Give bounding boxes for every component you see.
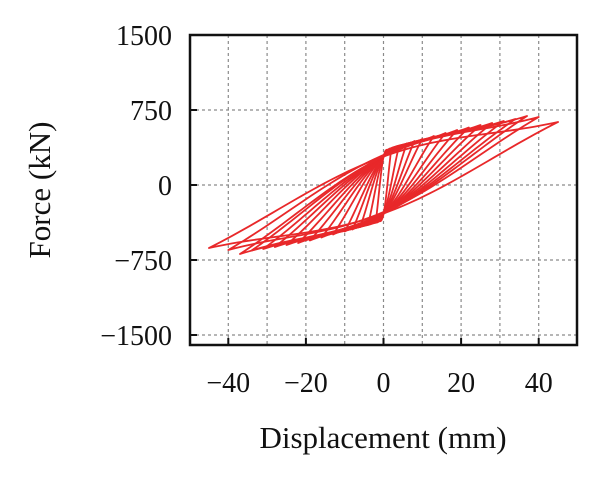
hysteresis-loop (208, 121, 559, 249)
y-tick-label: −1500 (100, 321, 172, 352)
x-tick-label: 0 (377, 368, 391, 399)
x-axis-title: Displacement (mm) (259, 420, 506, 455)
x-tick-label: 20 (447, 368, 475, 399)
y-tick-label: 0 (158, 171, 172, 202)
y-tick-label: 1500 (116, 21, 172, 52)
x-tick-labels: −40 −20 0 20 40 (206, 368, 552, 399)
x-tick-label: −40 (206, 368, 250, 399)
axis-ticks (190, 34, 540, 345)
y-axis-title: Force (kN) (22, 122, 57, 259)
y-tick-labels: 1500 750 0 −750 −1500 (100, 21, 172, 352)
y-tick-label: 750 (130, 96, 172, 127)
hysteresis-loop (227, 116, 540, 251)
grid (190, 34, 577, 345)
hysteresis-loops (208, 115, 559, 255)
x-tick-label: 40 (525, 368, 553, 399)
plot-frame (188, 33, 579, 347)
hysteresis-loop (239, 115, 528, 255)
x-tick-label: −20 (284, 368, 328, 399)
y-tick-label: −750 (114, 246, 172, 277)
